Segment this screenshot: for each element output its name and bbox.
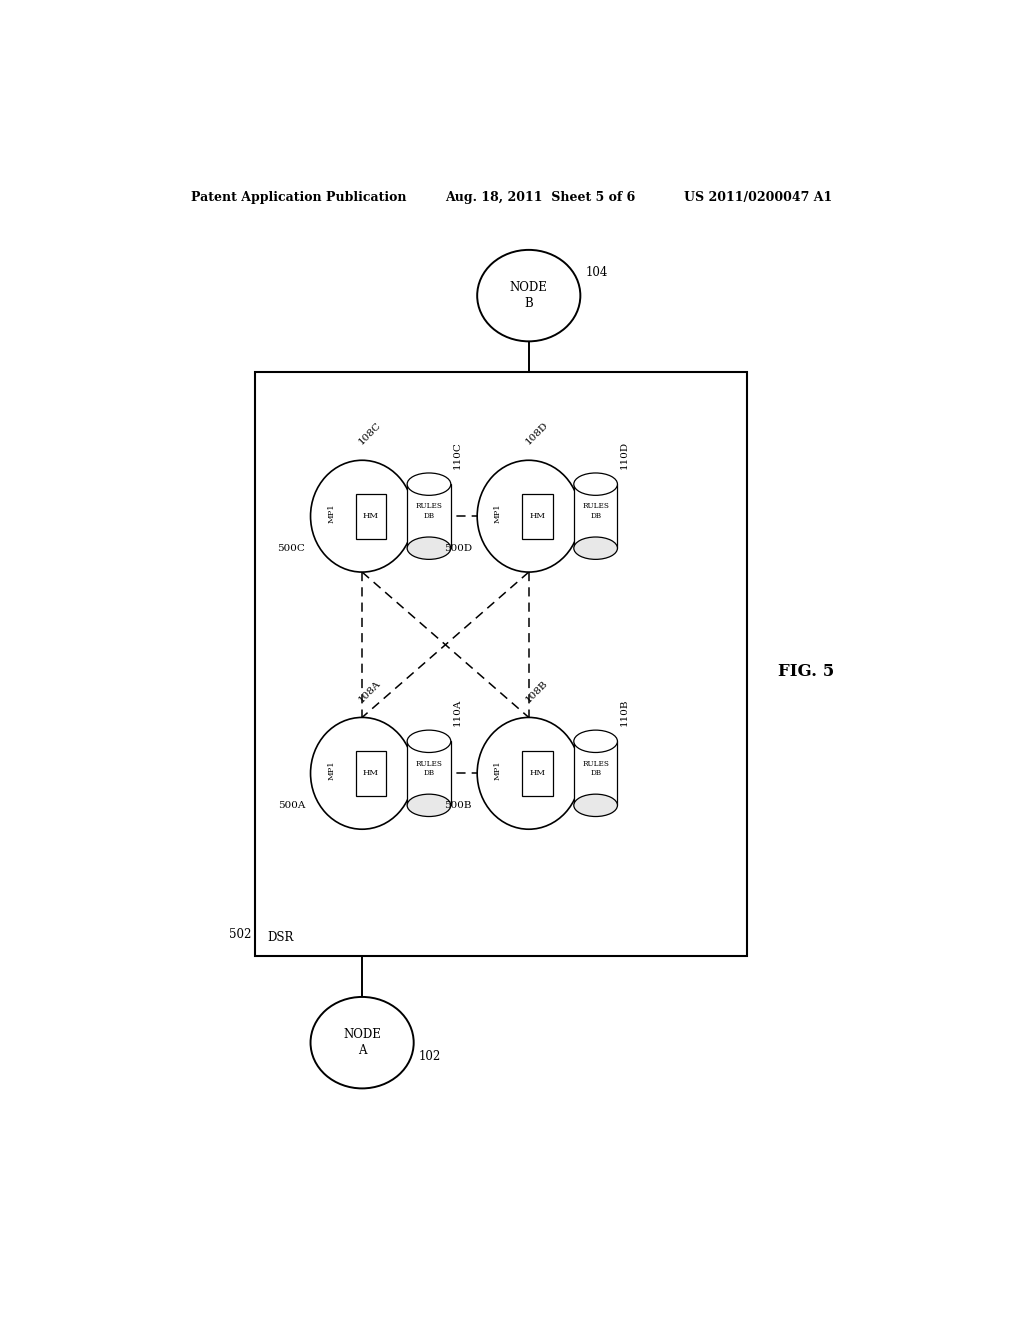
Text: HM: HM xyxy=(362,770,379,777)
Ellipse shape xyxy=(310,718,414,829)
Text: 108C: 108C xyxy=(357,421,383,447)
Text: DSR: DSR xyxy=(267,931,293,944)
FancyBboxPatch shape xyxy=(573,484,617,548)
Text: FIG. 5: FIG. 5 xyxy=(778,663,835,680)
Ellipse shape xyxy=(408,473,451,495)
FancyBboxPatch shape xyxy=(408,742,451,805)
Text: 108B: 108B xyxy=(523,678,550,704)
Text: 110B: 110B xyxy=(620,698,629,726)
FancyBboxPatch shape xyxy=(355,751,386,796)
Text: US 2011/0200047 A1: US 2011/0200047 A1 xyxy=(684,190,831,203)
Text: 110A: 110A xyxy=(453,698,462,726)
Ellipse shape xyxy=(408,795,451,817)
Ellipse shape xyxy=(477,249,581,342)
Ellipse shape xyxy=(573,730,617,752)
FancyBboxPatch shape xyxy=(408,484,451,548)
FancyBboxPatch shape xyxy=(573,742,617,805)
Text: RULES
DB: RULES DB xyxy=(583,503,609,520)
Ellipse shape xyxy=(573,473,617,495)
Text: 500B: 500B xyxy=(444,801,472,810)
Ellipse shape xyxy=(477,461,581,572)
Ellipse shape xyxy=(573,537,617,560)
Ellipse shape xyxy=(310,997,414,1089)
Text: MP1: MP1 xyxy=(494,760,502,780)
Text: RULES
DB: RULES DB xyxy=(416,759,442,777)
Text: 110D: 110D xyxy=(620,441,629,469)
Ellipse shape xyxy=(310,461,414,572)
Text: 108D: 108D xyxy=(523,421,550,447)
Text: 110C: 110C xyxy=(453,441,462,469)
Text: NODE
A: NODE A xyxy=(343,1028,381,1057)
Ellipse shape xyxy=(408,730,451,752)
Text: RULES
DB: RULES DB xyxy=(416,503,442,520)
Bar xyxy=(255,372,748,956)
Text: Patent Application Publication: Patent Application Publication xyxy=(191,190,407,203)
Ellipse shape xyxy=(477,718,581,829)
Text: 500D: 500D xyxy=(443,544,472,553)
Text: HM: HM xyxy=(529,512,546,520)
Text: Aug. 18, 2011  Sheet 5 of 6: Aug. 18, 2011 Sheet 5 of 6 xyxy=(445,190,636,203)
Text: 108A: 108A xyxy=(357,678,383,704)
Text: 500C: 500C xyxy=(278,544,305,553)
FancyBboxPatch shape xyxy=(522,494,553,539)
Ellipse shape xyxy=(573,795,617,817)
Text: 502: 502 xyxy=(228,928,251,941)
Text: 102: 102 xyxy=(419,1049,441,1063)
Text: HM: HM xyxy=(362,512,379,520)
Ellipse shape xyxy=(408,537,451,560)
Text: 500A: 500A xyxy=(278,801,305,810)
Text: NODE
B: NODE B xyxy=(510,281,548,310)
Text: RULES
DB: RULES DB xyxy=(583,759,609,777)
Text: MP1: MP1 xyxy=(327,760,335,780)
Text: MP1: MP1 xyxy=(494,503,502,523)
FancyBboxPatch shape xyxy=(355,494,386,539)
FancyBboxPatch shape xyxy=(522,751,553,796)
Text: 104: 104 xyxy=(586,267,608,280)
Text: MP1: MP1 xyxy=(327,503,335,523)
Text: HM: HM xyxy=(529,770,546,777)
